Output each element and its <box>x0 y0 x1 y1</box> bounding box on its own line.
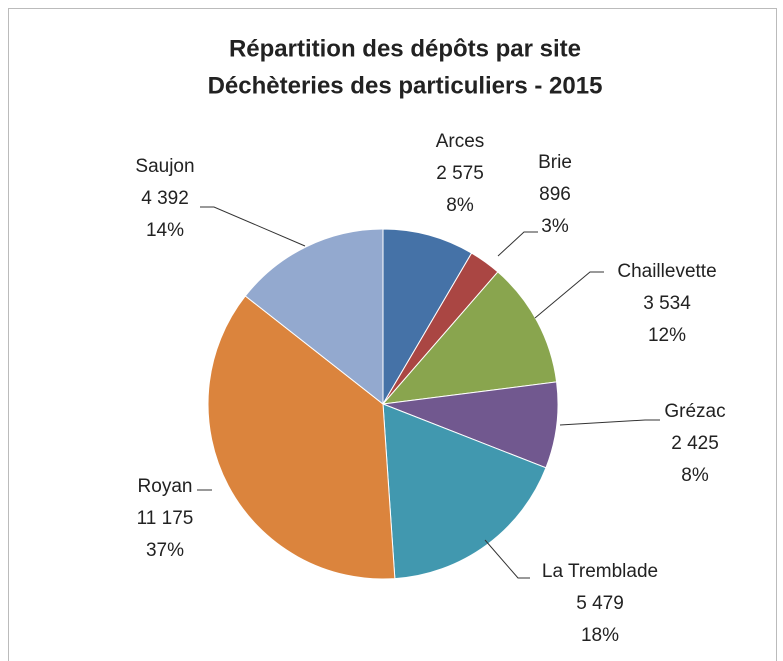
value-label: 11 175 <box>137 508 194 529</box>
slice-label: Brie <box>538 152 572 173</box>
value-label: 3 534 <box>643 293 691 314</box>
leader-line <box>484 539 530 579</box>
value-label: 896 <box>539 184 571 205</box>
percent-label: 8% <box>681 465 709 486</box>
pie-slice <box>382 403 547 580</box>
slice-label: Chaillevette <box>617 261 716 282</box>
slice-label: La Tremblade <box>542 561 658 582</box>
percent-label: 12% <box>648 325 686 346</box>
percent-label: 18% <box>581 625 619 646</box>
chart-subtitle: Déchèteries des particuliers - 2015 <box>208 72 603 99</box>
value-label: 5 479 <box>576 593 624 614</box>
percent-label: 3% <box>541 216 569 237</box>
value-label: 2 425 <box>671 433 719 454</box>
percent-label: 14% <box>146 220 184 241</box>
slice-label: Grézac <box>664 401 725 422</box>
value-label: 2 575 <box>436 163 484 184</box>
slice-label: Royan <box>138 476 193 497</box>
pie-slice <box>381 271 558 405</box>
value-label: 4 392 <box>141 188 189 209</box>
leader-line <box>534 271 604 319</box>
chart-title: Répartition des dépôts par site <box>229 35 581 62</box>
leader-line <box>559 419 660 426</box>
pie-slice <box>244 228 384 406</box>
slice-label: Arces <box>436 131 485 152</box>
leader-line <box>497 231 538 257</box>
pie-slice <box>207 295 396 580</box>
pie-slice <box>382 228 473 406</box>
slice-label: Saujon <box>135 156 194 177</box>
leader-line <box>200 206 306 247</box>
percent-label: 8% <box>446 195 474 216</box>
percent-label: 37% <box>146 540 184 561</box>
